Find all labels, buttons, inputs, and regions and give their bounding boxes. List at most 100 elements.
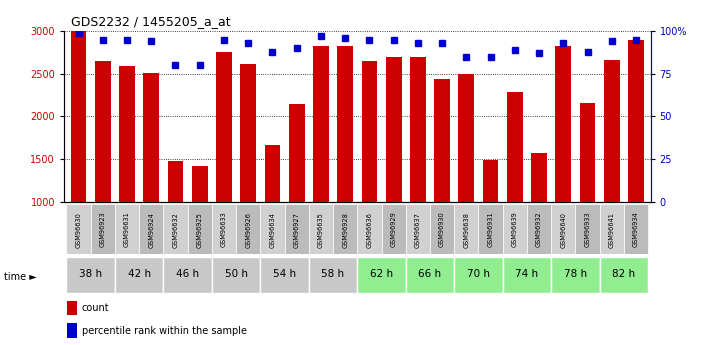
Text: GSM96931: GSM96931 [488,212,493,247]
Bar [406,257,454,293]
Bar [454,257,503,293]
Bar [579,103,595,202]
Bar [386,57,402,202]
Bar [115,204,139,254]
Bar [551,204,575,254]
Text: GSM96632: GSM96632 [173,211,178,247]
Text: GSM96635: GSM96635 [318,211,324,247]
Text: GSM96631: GSM96631 [124,212,130,247]
Bar [212,204,236,254]
Bar [164,204,188,254]
Text: GSM96932: GSM96932 [536,212,542,247]
Text: 70 h: 70 h [467,269,490,279]
Text: 82 h: 82 h [612,269,636,279]
Text: GDS2232 / 1455205_a_at: GDS2232 / 1455205_a_at [71,16,231,29]
Text: GSM96928: GSM96928 [342,211,348,247]
Bar [527,204,551,254]
Text: percentile rank within the sample: percentile rank within the sample [82,326,247,335]
Text: GSM96630: GSM96630 [75,211,82,247]
Bar [599,204,624,254]
Bar [459,74,474,202]
Bar [454,204,479,254]
Bar [95,61,111,202]
Bar [240,65,256,202]
Bar [260,204,284,254]
Text: GSM96640: GSM96640 [560,211,566,248]
Text: 66 h: 66 h [419,269,442,279]
Text: GSM96639: GSM96639 [512,212,518,247]
Bar [66,257,115,293]
Bar [284,204,309,254]
Bar [604,60,620,202]
Text: count: count [82,303,109,313]
Bar [67,300,77,315]
Text: 74 h: 74 h [515,269,538,279]
Bar [67,323,77,338]
Bar [139,204,164,254]
Bar [164,257,212,293]
Text: GSM96633: GSM96633 [221,212,227,247]
Bar [503,257,551,293]
Bar [70,31,87,202]
Bar [551,257,599,293]
Text: GSM96927: GSM96927 [294,211,299,247]
Bar [483,160,498,202]
Text: GSM96929: GSM96929 [390,212,397,247]
Bar [309,257,358,293]
Bar [91,204,115,254]
Text: GSM96933: GSM96933 [584,212,591,247]
Text: 46 h: 46 h [176,269,199,279]
Bar [115,257,164,293]
Bar [333,204,358,254]
Bar [358,257,406,293]
Bar [264,146,280,202]
Bar [575,204,599,254]
Bar [406,204,430,254]
Text: GSM96636: GSM96636 [366,211,373,247]
Bar [555,47,571,202]
Text: 58 h: 58 h [321,269,345,279]
Text: GSM96634: GSM96634 [269,211,275,247]
Bar [361,61,378,202]
Text: 42 h: 42 h [127,269,151,279]
Text: GSM96637: GSM96637 [415,211,421,247]
Bar [168,161,183,202]
Text: 50 h: 50 h [225,269,247,279]
Bar [624,204,648,254]
Bar [382,204,406,254]
Text: 38 h: 38 h [79,269,102,279]
Bar [192,166,208,202]
Bar [358,204,382,254]
Bar [212,257,260,293]
Bar [434,79,450,202]
Bar [66,204,90,254]
Bar [236,204,260,254]
Text: GSM96923: GSM96923 [100,212,106,247]
Text: GSM96934: GSM96934 [633,212,639,247]
Bar [289,105,304,202]
Bar [599,257,648,293]
Text: time ►: time ► [4,272,36,282]
Text: GSM96638: GSM96638 [464,211,469,247]
Bar [188,204,212,254]
Bar [507,92,523,202]
Bar [216,52,232,202]
Text: 54 h: 54 h [273,269,296,279]
Bar [313,47,328,202]
Bar [479,204,503,254]
Text: 78 h: 78 h [564,269,587,279]
Text: GSM96925: GSM96925 [197,211,203,247]
Text: GSM96641: GSM96641 [609,211,615,247]
Bar [260,257,309,293]
Text: GSM96926: GSM96926 [245,211,251,247]
Bar [628,40,644,202]
Bar [503,204,527,254]
Bar [531,153,547,202]
Bar [410,57,426,202]
Text: GSM96930: GSM96930 [439,212,445,247]
Text: 62 h: 62 h [370,269,393,279]
Bar [430,204,454,254]
Bar [337,47,353,202]
Bar [119,66,135,202]
Bar [144,73,159,202]
